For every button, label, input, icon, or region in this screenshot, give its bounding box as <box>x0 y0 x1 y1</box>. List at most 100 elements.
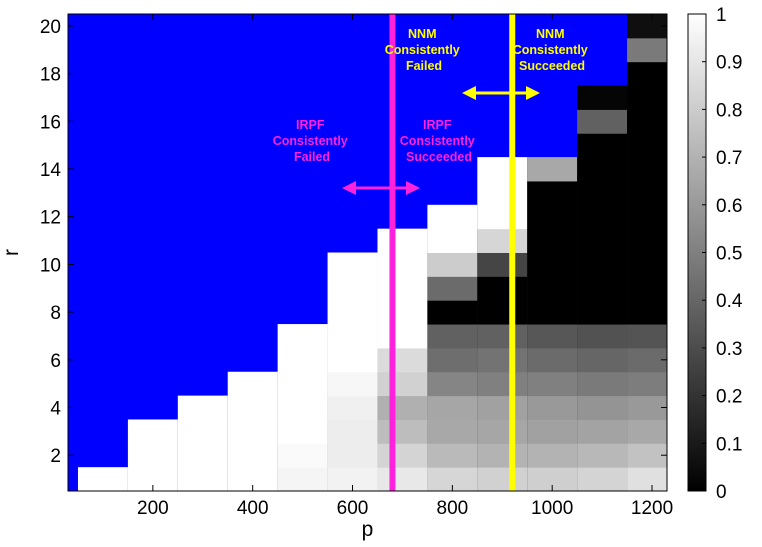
y-tick-label: 8 <box>50 303 61 324</box>
heatmap-cell <box>577 228 628 253</box>
heatmap-cell <box>427 324 478 349</box>
heatmap-cell <box>377 276 428 301</box>
x-axis-label: p <box>362 518 374 541</box>
heatmap-cell <box>477 419 528 444</box>
heatmap-cell <box>277 467 328 492</box>
heatmap-cell <box>577 443 628 468</box>
annotations: IRPF Consistently Failed IRPF Consistent… <box>273 27 588 195</box>
heatmap-cell <box>377 324 428 349</box>
heatmap-cell <box>327 371 378 397</box>
heatmap-cell <box>627 347 667 373</box>
heatmap-cell <box>627 204 667 230</box>
heatmap-cell <box>477 371 528 397</box>
x-tick-label: 800 <box>437 498 469 519</box>
heatmap-cell <box>477 300 528 325</box>
y-tick-label: 6 <box>50 351 61 372</box>
heatmap-cell <box>627 324 667 349</box>
heatmap-cell <box>377 443 428 468</box>
heatmap-cell <box>277 395 328 420</box>
heatmap-cell <box>577 419 628 444</box>
heatmap-cell <box>527 228 578 253</box>
heatmap-cell <box>477 324 528 349</box>
heatmap-cell <box>627 467 667 492</box>
heatmap-cell <box>327 276 378 301</box>
heatmap-cell <box>477 204 528 230</box>
heatmap-cell <box>277 347 328 373</box>
colorbar-tick-label: 0.2 <box>716 387 742 408</box>
colorbar-tick-label: 0.5 <box>716 244 742 265</box>
heatmap-cell <box>577 371 628 397</box>
heatmap-cell <box>177 419 228 444</box>
heatmap-cell <box>577 85 628 110</box>
heatmap-cell <box>577 395 628 420</box>
x-tick-label: 400 <box>237 498 269 519</box>
heatmap-cell <box>627 371 667 397</box>
heatmap-cell <box>577 252 628 277</box>
y-axis-label: r <box>0 249 23 256</box>
irpf-double-arrow <box>342 181 420 195</box>
heatmap-cell <box>227 419 278 444</box>
colorbar-ticks: 0 0.1 0.2 0.3 0.4 0.5 0.6 0.7 0.8 0.9 1 <box>702 5 743 503</box>
heatmap-cell <box>477 228 528 253</box>
heatmap-cell <box>527 419 578 444</box>
heatmap-cell <box>577 157 628 182</box>
heatmap-cell <box>177 467 228 492</box>
heatmap-cell <box>77 467 128 492</box>
heatmap-cell <box>627 61 667 87</box>
y-tick-label: 14 <box>40 160 62 181</box>
y-axis-ticks: 2 4 6 8 10 12 14 16 18 20 <box>40 17 667 467</box>
y-tick-label: 4 <box>50 399 61 420</box>
heatmap-cell <box>627 419 667 444</box>
heatmap-cell <box>427 276 478 301</box>
heatmap-cell <box>527 371 578 397</box>
heatmap-cell <box>477 443 528 468</box>
heatmap-cell <box>577 300 628 325</box>
heatmap-cell <box>427 347 478 373</box>
heatmap-cell <box>627 252 667 277</box>
heatmap-cell <box>327 347 378 373</box>
x-tick-label: 1200 <box>631 498 673 519</box>
heatmap-cell <box>427 228 478 253</box>
heatmap-cell <box>577 324 628 349</box>
plot-frame <box>67 13 668 492</box>
irpf-succeeded-label: IRPF Consistently Succeeded <box>400 118 479 164</box>
heatmap-cell <box>327 395 378 420</box>
heatmap-cell <box>177 443 228 468</box>
heatmap-cell <box>627 37 667 63</box>
heatmap-cell <box>377 347 428 373</box>
heatmap-cell <box>327 443 378 468</box>
heatmap-cell <box>627 180 667 206</box>
heatmap-cell <box>377 395 428 420</box>
heatmap-cell <box>477 180 528 206</box>
heatmap-cell <box>427 204 478 230</box>
y-tick-label: 20 <box>40 17 61 38</box>
heatmap-cell <box>227 443 278 468</box>
nnm-double-arrow <box>462 86 540 100</box>
heatmap-cell <box>627 276 667 301</box>
colorbar-tick-label: 0.6 <box>716 196 742 217</box>
heatmap-cell <box>527 300 578 325</box>
heatmap-cell <box>177 395 228 420</box>
heatmap-cell <box>127 419 178 444</box>
irpf-failed-label: IRPF Consistently Failed <box>273 118 352 164</box>
x-tick-label: 600 <box>337 498 369 519</box>
heatmap-cell <box>427 443 478 468</box>
heatmap-cell <box>627 85 667 110</box>
heatmap-cell <box>627 157 667 182</box>
y-tick-label: 16 <box>40 112 61 133</box>
colorbar-tick-label: 0.7 <box>716 148 742 169</box>
nnm-failed-label: NNM Consistently Failed <box>385 27 464 73</box>
heatmap-cell <box>127 443 178 468</box>
heatmap-cell <box>427 419 478 444</box>
heatmap-cell <box>527 204 578 230</box>
heatmap-cell <box>427 300 478 325</box>
x-tick-label: 1000 <box>531 498 573 519</box>
heatmap-cell <box>377 371 428 397</box>
heatmap-cell <box>577 133 628 158</box>
heatmap-cell <box>477 276 528 301</box>
heatmap-cell <box>327 252 378 277</box>
heatmap-cell <box>577 276 628 301</box>
heatmap-cell <box>577 467 628 492</box>
heatmap-cell <box>277 419 328 444</box>
